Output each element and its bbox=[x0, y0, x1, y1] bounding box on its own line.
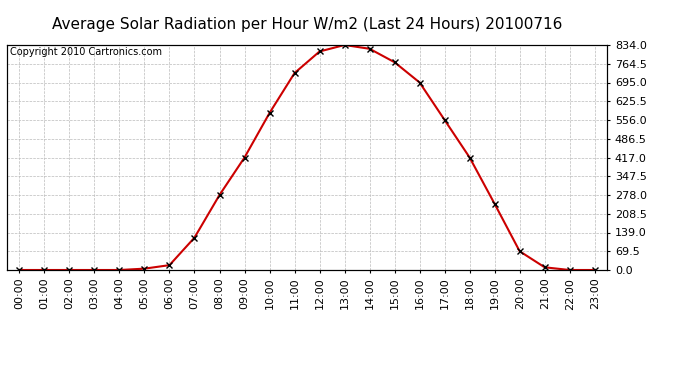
Text: Copyright 2010 Cartronics.com: Copyright 2010 Cartronics.com bbox=[10, 47, 162, 57]
Text: Average Solar Radiation per Hour W/m2 (Last 24 Hours) 20100716: Average Solar Radiation per Hour W/m2 (L… bbox=[52, 17, 562, 32]
